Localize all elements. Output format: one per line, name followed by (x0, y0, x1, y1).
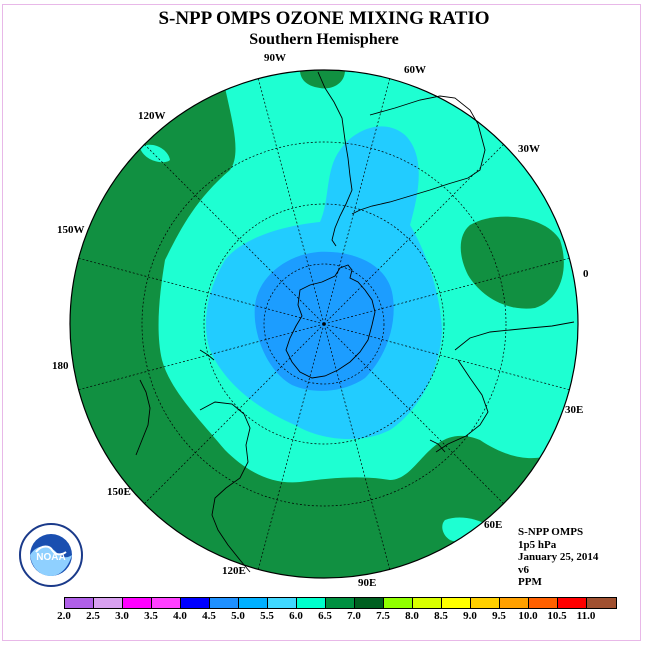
info-block: S-NPP OMPS 1p5 hPa January 25, 2014 v6 P… (518, 526, 598, 589)
coast-africa-south (435, 359, 489, 453)
lon-label-150e: 150E (107, 486, 131, 498)
page-subtitle: Southern Hemisphere (249, 31, 399, 48)
info-instrument: S-NPP OMPS (518, 526, 584, 538)
colorbar-swatch (529, 598, 558, 608)
colorbar-swatch (442, 598, 471, 608)
map-boundary (69, 69, 579, 579)
colorbar-swatch (268, 598, 297, 608)
page-title: S-NPP OMPS OZONE MIXING RATIO (158, 8, 490, 29)
colorbar-swatch (355, 598, 384, 608)
colorbar-tick-label: 8.5 (434, 610, 448, 622)
page-frame (2, 4, 641, 641)
colorbar-tick-label: 10.5 (547, 610, 567, 622)
logo-text: NOAA (36, 552, 65, 563)
colorbar-tick-label: 5.0 (231, 610, 245, 622)
colorbar-swatch (413, 598, 442, 608)
info-level: 1p5 hPa (518, 538, 557, 551)
colorbar-tick-label: 3.5 (144, 610, 158, 622)
lon-label-90e: 90E (358, 577, 377, 589)
lon-label-180: 180 (52, 360, 69, 372)
colorbar-tick-label: 2.5 (86, 610, 100, 622)
colorbar-tick-label: 9.5 (492, 610, 506, 622)
colorbar-tick-label: 7.0 (347, 610, 361, 622)
noaa-logo: NOAA (19, 523, 83, 587)
lat-circle-70 (203, 203, 445, 445)
coast-south-america (317, 71, 353, 247)
colorbar-swatch (210, 598, 239, 608)
colorbar-tick-label: 6.0 (289, 610, 303, 622)
colorbar-swatch (94, 598, 123, 608)
lon-label-150w: 150W (57, 224, 85, 236)
colorbar-tick-label: 5.5 (260, 610, 274, 622)
colorbar (64, 597, 617, 609)
colorbar-tick-label: 3.0 (115, 610, 129, 622)
colorbar-tick-label: 10.0 (518, 610, 538, 622)
coast-madagascar (429, 439, 446, 453)
info-version: v6 (518, 563, 529, 576)
colorbar-tick-label: 4.5 (202, 610, 216, 622)
coast-new-zealand (135, 379, 151, 456)
coast-australia (199, 401, 251, 573)
info-date: January 25, 2014 (518, 551, 599, 563)
graticule (78, 78, 570, 570)
field-dark-green-spot-b (300, 70, 345, 89)
lon-label-120w: 120W (138, 110, 166, 122)
lon-label-120e: 120E (222, 565, 246, 577)
colorbar-swatch (500, 598, 529, 608)
colorbar-swatch (471, 598, 500, 608)
lon-label-60w: 60W (404, 64, 426, 76)
lat-circle-80 (263, 263, 385, 385)
colorbar-swatch (326, 598, 355, 608)
colorbar-tick-label: 7.5 (376, 610, 390, 622)
colorbar-swatch (123, 598, 152, 608)
lon-label-30e: 30E (565, 404, 584, 416)
colorbar-tick-label: 11.0 (576, 610, 596, 622)
colorbar-swatch (239, 598, 268, 608)
colorbar-swatch (558, 598, 587, 608)
coast-south-america-east (351, 95, 486, 215)
info-units: PPM (518, 576, 542, 588)
colorbar-tick-label: 2.0 (57, 610, 71, 622)
colorbar-tick-label: 8.0 (405, 610, 419, 622)
colorbar-swatch (297, 598, 326, 608)
colorbar-tick-label: 4.0 (173, 610, 187, 622)
colorbar-swatch (65, 598, 94, 608)
colorbar-swatch (384, 598, 413, 608)
lat-circle-60 (141, 141, 507, 507)
colorbar-tick-label: 6.5 (318, 610, 332, 622)
lon-label-0: 0 (583, 268, 589, 280)
coast-africa (454, 321, 575, 351)
field-cyan-green-spot-a (140, 144, 170, 163)
coastlines (135, 71, 575, 573)
lon-label-30w: 30W (518, 143, 540, 155)
lon-label-60e: 60E (484, 519, 503, 531)
field-dark-green-spot-a (460, 216, 564, 309)
colorbar-tick-label: 9.0 (463, 610, 477, 622)
colorbar-swatch (587, 598, 616, 608)
colorbar-swatch (181, 598, 210, 608)
lon-label-90w: 90W (264, 52, 286, 64)
colorbar-swatch (152, 598, 181, 608)
